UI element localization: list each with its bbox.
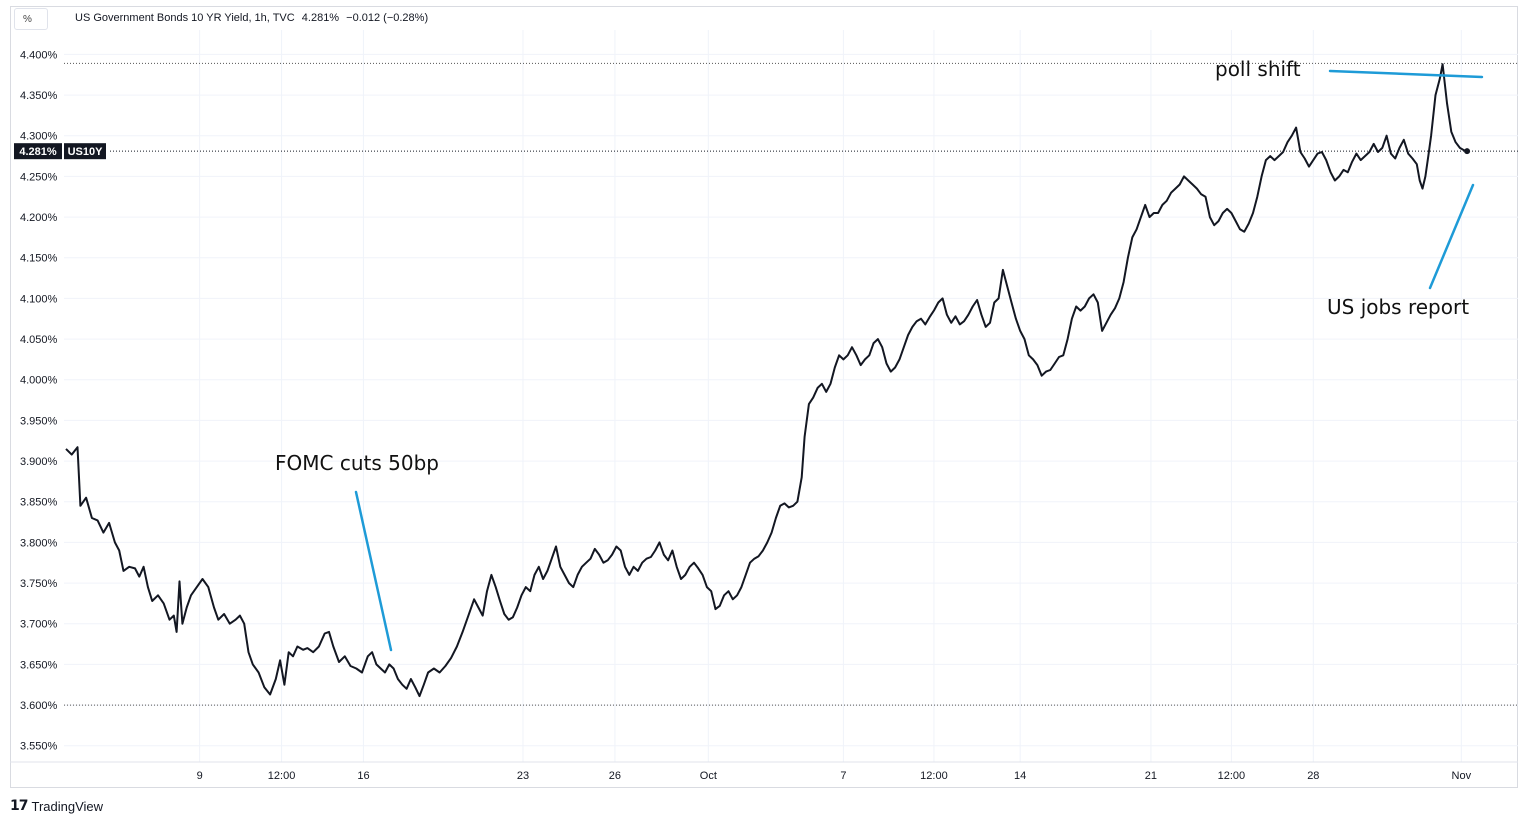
annotation-line <box>1428 183 1475 290</box>
x-tick-label: 7 <box>840 770 846 782</box>
y-tick-label: 4.100% <box>20 293 58 305</box>
y-tick-label: 3.750% <box>20 578 58 590</box>
symbol-badge <box>64 143 106 160</box>
x-tick-label: Nov <box>1452 770 1472 782</box>
symbol-title: US Government Bonds 10 YR Yield, 1h, TVC <box>75 12 295 24</box>
x-tick-label: 12:00 <box>920 770 948 782</box>
last-point-marker <box>1464 148 1471 155</box>
y-tick-label: 4.050% <box>20 334 58 346</box>
y-tick-label: 4.350% <box>20 90 58 102</box>
tradingview-logo-icon: 𝟭𝟳 <box>10 798 29 814</box>
y-tick-label: 3.950% <box>20 415 58 427</box>
x-tick-label: 26 <box>609 770 621 782</box>
annotation-label: FOMC cuts 50bp <box>275 451 439 475</box>
chart-frame <box>10 6 1518 788</box>
annotation-label: poll shift <box>1215 57 1301 81</box>
unit-label: % <box>23 13 32 25</box>
symbol-badge-text: US10Y <box>68 146 104 158</box>
unit-button[interactable]: % <box>14 8 48 30</box>
y-tick-label: 4.300% <box>20 131 58 143</box>
y-tick-label: 3.850% <box>20 497 58 509</box>
y-tick-label: 4.400% <box>20 49 58 61</box>
x-tick-label: 14 <box>1014 770 1026 782</box>
footer-brand[interactable]: 𝟭𝟳 TradingView <box>10 798 103 814</box>
x-tick-label: 23 <box>517 770 529 782</box>
y-tick-label: 3.800% <box>20 537 58 549</box>
last-value: 4.281% <box>301 12 340 24</box>
y-tick-label: 3.900% <box>20 456 58 468</box>
y-tick-label: 4.150% <box>20 253 58 265</box>
series-line <box>65 63 1468 698</box>
y-tick-label: 4.200% <box>20 212 58 224</box>
y-tick-label: 3.550% <box>20 741 58 753</box>
y-tick-label: 4.250% <box>20 171 58 183</box>
symbol-header: US Government Bonds 10 YR Yield, 1h, TVC… <box>75 12 432 24</box>
annotation-line <box>354 490 393 652</box>
x-tick-label: 28 <box>1307 770 1319 782</box>
y-tick-label: 4.000% <box>20 375 58 387</box>
x-tick-label: 21 <box>1145 770 1157 782</box>
x-tick-label: Oct <box>700 770 717 782</box>
y-tick-label: 3.700% <box>20 619 58 631</box>
x-tick-label: 16 <box>357 770 369 782</box>
x-tick-label: 9 <box>197 770 203 782</box>
last-value-badge <box>14 143 62 160</box>
x-tick-label: 12:00 <box>268 770 296 782</box>
brand-name: TradingView <box>31 798 104 814</box>
last-value-badge-text: 4.281% <box>19 146 57 158</box>
y-tick-label: 3.600% <box>20 700 58 712</box>
y-tick-label: 3.650% <box>20 659 58 671</box>
annotation-line <box>1328 69 1484 79</box>
annotation-label: US jobs report <box>1327 295 1469 319</box>
price-change: −0.012 (−0.28%) <box>346 12 429 24</box>
x-tick-label: 12:00 <box>1218 770 1246 782</box>
